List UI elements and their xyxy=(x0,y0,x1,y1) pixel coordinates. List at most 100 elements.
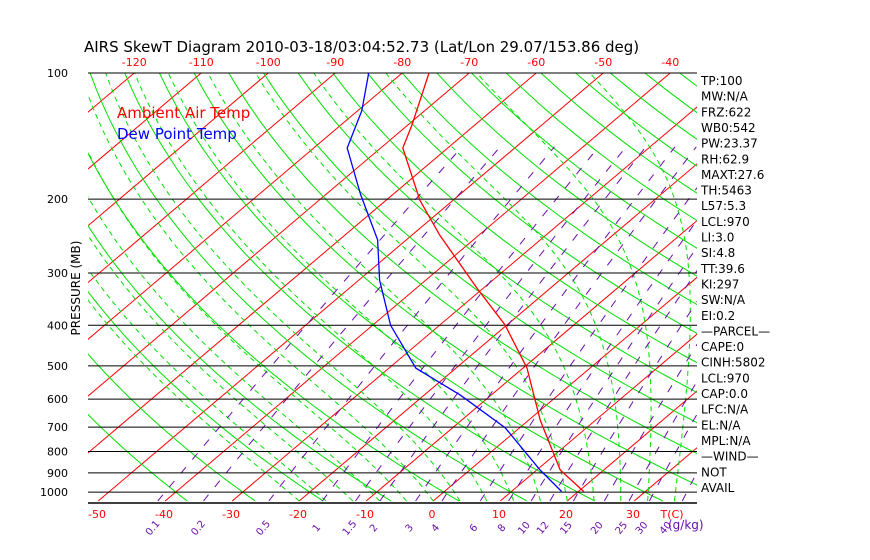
isotherm-line xyxy=(164,73,671,502)
dry-adiabat-line xyxy=(332,73,697,364)
top-temp-tick-label: -60 xyxy=(527,56,545,69)
mixing-ratio-tick-label: 15 xyxy=(558,520,575,537)
moist-adiabat-line xyxy=(105,73,461,502)
pressure-tick-label: 300 xyxy=(47,267,68,280)
isotherm-line xyxy=(0,73,67,501)
pressure-tick-label: 600 xyxy=(47,393,68,406)
dry-adiabat-line xyxy=(784,73,870,501)
top-temp-tick-label: -70 xyxy=(460,56,478,69)
mixing-ratio-tick-label: 12 xyxy=(535,520,552,537)
top-temp-tick-label: -110 xyxy=(189,56,214,69)
isotherm-line xyxy=(88,73,336,284)
dry-adiabat-line xyxy=(88,152,460,502)
y-axis-label: PRESSURE (MB) xyxy=(69,241,83,336)
index-label: —PARCEL— xyxy=(701,324,770,338)
dry-adiabat-line xyxy=(367,73,697,334)
index-label: MW:N/A xyxy=(701,90,749,104)
pressure-tick-label: 700 xyxy=(47,421,68,434)
moist-adiabat-line xyxy=(476,73,652,502)
top-temp-tick-label: -100 xyxy=(256,56,281,69)
isotherm-line xyxy=(566,390,697,502)
chart-title: AIRS SkewT Diagram 2010-03-18/03:04:52.7… xyxy=(84,38,639,56)
mixing-ratio-line xyxy=(479,186,697,502)
mixing-ratio-tick-label: 0.1 xyxy=(144,519,163,538)
mixing-ratio-tick-label: 1.5 xyxy=(341,519,360,538)
index-label: LFC:N/A xyxy=(701,403,749,417)
dew-point-temp-line xyxy=(346,73,563,492)
mixing-ratio-tick-label: 2 xyxy=(368,522,381,534)
bottom-temp-tick-label: -10 xyxy=(356,508,374,521)
index-label: CINH:5802 xyxy=(701,356,766,370)
top-temp-tick-label: -120 xyxy=(122,56,147,69)
index-label: L57:5.3 xyxy=(701,199,746,213)
mixing-ratio-tick-label: 3 xyxy=(404,522,417,534)
bottom-temp-tick-label: -50 xyxy=(88,508,106,521)
moist-adiabat-line xyxy=(88,150,407,502)
index-label: MPL:N/A xyxy=(701,434,751,448)
dry-adiabat-line xyxy=(818,73,870,501)
top-temp-tick-label: -90 xyxy=(326,56,344,69)
bottom-temp-tick-label: -30 xyxy=(222,508,240,521)
dry-adiabat-line xyxy=(228,73,697,455)
index-label: TP:100 xyxy=(700,74,743,88)
dry-adiabat-line xyxy=(89,73,528,502)
dry-adiabat-line xyxy=(297,73,697,393)
temp-unit-label: T(C) xyxy=(660,508,684,521)
dry-adiabat-line xyxy=(749,73,870,501)
index-label: NOT xyxy=(701,465,727,479)
bottom-temp-tick-label: -40 xyxy=(155,508,173,521)
legend-ambient-air-temp: Ambient Air Temp xyxy=(117,104,250,122)
ambient-air-temp-line xyxy=(402,73,585,492)
pressure-tick-label: 400 xyxy=(47,319,68,332)
index-label: CAPE:0 xyxy=(701,340,744,354)
isotherm-line xyxy=(88,73,403,340)
index-label: CAP:0.0 xyxy=(701,387,748,401)
dry-adiabat-line xyxy=(88,290,324,502)
mixing-ratio-tick-label: 20 xyxy=(589,520,606,537)
dry-adiabat-line xyxy=(263,73,697,424)
moist-adiabat-line xyxy=(88,234,354,502)
isotherm-line xyxy=(298,163,697,502)
index-label: TT:39.6 xyxy=(700,262,745,276)
index-label: LI:3.0 xyxy=(701,231,734,245)
index-label: PW:23.37 xyxy=(701,137,758,151)
isotherm-line xyxy=(88,73,135,113)
index-label: KI:297 xyxy=(701,277,739,291)
moist-adiabat-line xyxy=(88,299,300,502)
isotherm-line xyxy=(88,73,202,170)
top-temp-tick-label: -80 xyxy=(393,56,411,69)
pressure-tick-label: 100 xyxy=(47,67,68,80)
mixing-ratio-tick-label: 1 xyxy=(311,522,324,534)
dry-adiabat-line xyxy=(401,73,697,306)
background-lines xyxy=(0,73,870,502)
moist-adiabat-line xyxy=(207,73,541,502)
profiles xyxy=(346,73,585,492)
isotherm-line xyxy=(432,276,697,502)
mixing-ratio-tick-label: 0.5 xyxy=(254,519,273,538)
bottom-temp-tick-label: -20 xyxy=(289,508,307,521)
dry-adiabat-line xyxy=(158,73,664,502)
mixing-ratio-line xyxy=(355,146,627,502)
bottom-temp-tick-label: 30 xyxy=(626,508,640,521)
isotherm-line xyxy=(88,73,269,227)
legend-dew-point-temp: Dew Point Temp xyxy=(117,125,237,143)
bottom-temp-tick-label: 20 xyxy=(559,508,573,521)
mixing-ratio-line xyxy=(321,146,600,502)
mixing-ratio-tick-label: 8 xyxy=(496,522,509,534)
isotherm-line xyxy=(768,73,870,501)
pressure-tick-label: 200 xyxy=(47,193,68,206)
pressure-tick-label: 500 xyxy=(47,360,68,373)
top-temp-tick-label: -40 xyxy=(661,56,679,69)
index-label: RH:62.9 xyxy=(701,152,749,166)
index-label: EI:0.2 xyxy=(701,309,735,323)
index-label: LCL:970 xyxy=(701,371,750,385)
mixing-ratio-tick-label: 25 xyxy=(614,520,631,537)
moist-adiabat-line xyxy=(88,195,380,502)
mixing-ratio-tick-label: 6 xyxy=(468,522,481,534)
mixing-ratio-line xyxy=(415,146,676,502)
index-label: TH:5463 xyxy=(700,184,752,198)
moist-adiabat-line xyxy=(385,73,622,501)
